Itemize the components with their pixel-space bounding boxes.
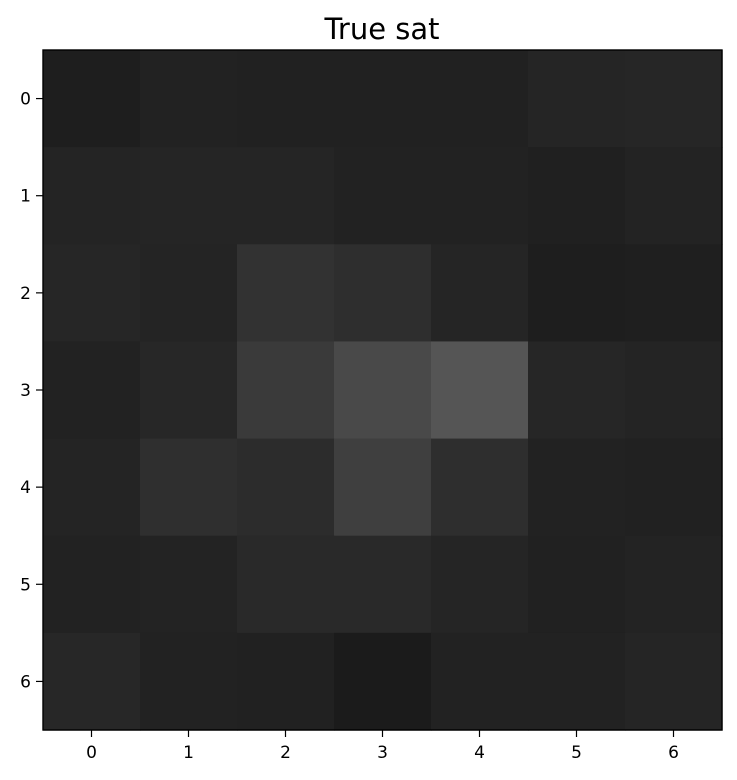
heatmap-cell-r0-c5 <box>528 50 626 148</box>
heatmap-cell-r3-c1 <box>140 341 238 440</box>
heatmap-cell-r4-c0 <box>43 438 141 537</box>
y-axis: 0 1 2 3 4 5 6 <box>20 90 43 692</box>
y-tick-label-3: 3 <box>20 381 31 401</box>
x-tick-label-6: 6 <box>668 743 679 763</box>
heatmap-cell-r2-c6 <box>625 244 723 343</box>
y-tick-label-4: 4 <box>20 478 31 498</box>
heatmap-cell-r2-c4 <box>431 244 529 343</box>
x-tick-label-0: 0 <box>86 743 97 763</box>
heatmap-cell-r5-c6 <box>625 535 723 634</box>
heatmap-cell-r2-c1 <box>140 244 238 343</box>
heatmap-cell-r4-c3 <box>334 438 432 537</box>
x-tick-label-2: 2 <box>280 743 291 763</box>
heatmap-cell-r2-c3 <box>334 244 432 343</box>
x-tick-label-5: 5 <box>571 743 582 763</box>
heatmap-cell-r0-c1 <box>140 50 238 148</box>
heatmap-cell-r6-c3 <box>334 632 432 731</box>
heatmap-cell-r5-c2 <box>237 535 335 634</box>
heatmap-cell-r2-c2 <box>237 244 335 343</box>
heatmap-cell-r1-c6 <box>625 147 723 245</box>
heatmap-cells <box>43 50 723 731</box>
y-tick-label-2: 2 <box>20 284 31 304</box>
heatmap-cell-r4-c4 <box>431 438 529 537</box>
heatmap-cell-r1-c0 <box>43 147 141 245</box>
heatmap-cell-r1-c3 <box>334 147 432 245</box>
heatmap-cell-r1-c4 <box>431 147 529 245</box>
heatmap-cell-r6-c5 <box>528 632 626 731</box>
heatmap-cell-r4-c6 <box>625 438 723 537</box>
chart-title: True sat <box>323 12 439 46</box>
heatmap-cell-r6-c2 <box>237 632 335 731</box>
heatmap-cell-r3-c6 <box>625 341 723 440</box>
heatmap-cell-r2-c0 <box>43 244 141 343</box>
heatmap-cell-r1-c5 <box>528 147 626 245</box>
heatmap-cell-r6-c1 <box>140 632 238 731</box>
heatmap-cell-r2-c5 <box>528 244 626 343</box>
heatmap-cell-r5-c5 <box>528 535 626 634</box>
heatmap-cell-r3-c5 <box>528 341 626 440</box>
heatmap-cell-r5-c1 <box>140 535 238 634</box>
x-tick-label-3: 3 <box>377 743 388 763</box>
heatmap-cell-r0-c2 <box>237 50 335 148</box>
heatmap-cell-r0-c6 <box>625 50 723 148</box>
heatmap-cell-r1-c1 <box>140 147 238 245</box>
heatmap-cell-r3-c4 <box>431 341 529 440</box>
heatmap-cell-r0-c4 <box>431 50 529 148</box>
heatmap-cell-r6-c6 <box>625 632 723 731</box>
heatmap-cell-r3-c3 <box>334 341 432 440</box>
heatmap-cell-r4-c2 <box>237 438 335 537</box>
x-tick-label-1: 1 <box>183 743 194 763</box>
heatmap-cell-r1-c2 <box>237 147 335 245</box>
y-tick-label-5: 5 <box>20 575 31 595</box>
heatmap-cell-r0-c3 <box>334 50 432 148</box>
y-tick-label-1: 1 <box>20 187 31 207</box>
heatmap-cell-r6-c4 <box>431 632 529 731</box>
y-tick-label-0: 0 <box>20 90 31 110</box>
heatmap-cell-r3-c0 <box>43 341 141 440</box>
heatmap-cell-r5-c0 <box>43 535 141 634</box>
heatmap-cell-r0-c0 <box>43 50 141 148</box>
x-tick-label-4: 4 <box>474 743 485 763</box>
heatmap-cell-r5-c4 <box>431 535 529 634</box>
heatmap-cell-r3-c2 <box>237 341 335 440</box>
heatmap-cell-r4-c1 <box>140 438 238 537</box>
heatmap-cell-r6-c0 <box>43 632 141 731</box>
heatmap-cell-r4-c5 <box>528 438 626 537</box>
y-tick-label-6: 6 <box>20 672 31 692</box>
x-axis: 0 1 2 3 4 5 6 <box>86 730 679 763</box>
heatmap-cell-r5-c3 <box>334 535 432 634</box>
